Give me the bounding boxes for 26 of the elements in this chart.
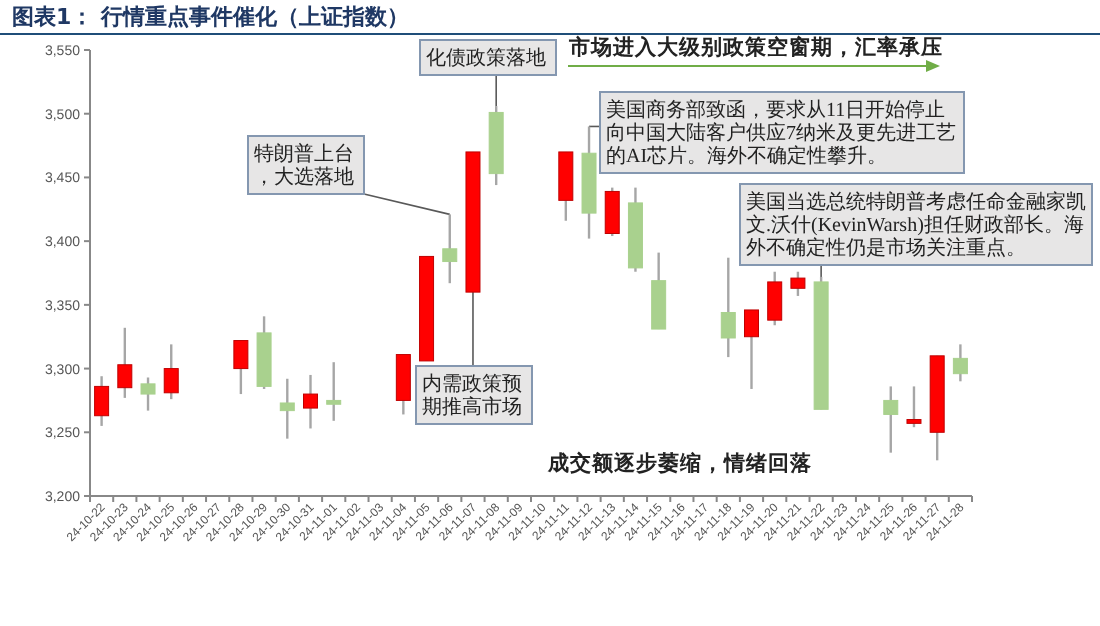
candlestick bbox=[279, 377, 295, 440]
candlestick bbox=[442, 213, 458, 285]
candlestick bbox=[604, 186, 620, 238]
candlestick bbox=[883, 385, 899, 454]
annotation: 成交额逐步萎缩，情绪回落 bbox=[546, 450, 814, 476]
candlestick bbox=[326, 361, 342, 423]
candlestick bbox=[303, 373, 318, 430]
candlestick bbox=[744, 308, 759, 391]
annotation: 特朗普上台，大选落地 bbox=[254, 142, 354, 189]
candlestick bbox=[117, 326, 133, 400]
annotation: 美国商务部致函，要求从11日开始停止向中国大陆客户供应7纳米及更先进工艺的AI芯片。海外不确定性攀升。 bbox=[606, 98, 956, 168]
candlestick bbox=[163, 343, 179, 401]
candlestick bbox=[395, 353, 411, 416]
candlestick bbox=[720, 256, 736, 359]
candlestick bbox=[952, 343, 968, 383]
annotation: 化债政策落地 bbox=[426, 46, 546, 70]
chart-title: 图表1： 行情重点事件催化（上证指数） bbox=[12, 4, 409, 30]
candlestick bbox=[906, 385, 922, 429]
annotation: 内需政策预期推高市场 bbox=[422, 372, 522, 419]
annotation: 市场进入大级别政策空窗期，汇率承压 bbox=[567, 34, 943, 60]
candlestick bbox=[767, 270, 783, 327]
candlestick bbox=[140, 376, 156, 412]
candlestick bbox=[94, 375, 110, 428]
annotation: 美国当选总统特朗普考虑任命金融家凯文.沃什(KevinWarsh)担任财政部长。海外不确定性仍是市场关注重点。 bbox=[746, 190, 1086, 260]
candlestick bbox=[790, 270, 806, 298]
candlestick bbox=[233, 339, 249, 396]
